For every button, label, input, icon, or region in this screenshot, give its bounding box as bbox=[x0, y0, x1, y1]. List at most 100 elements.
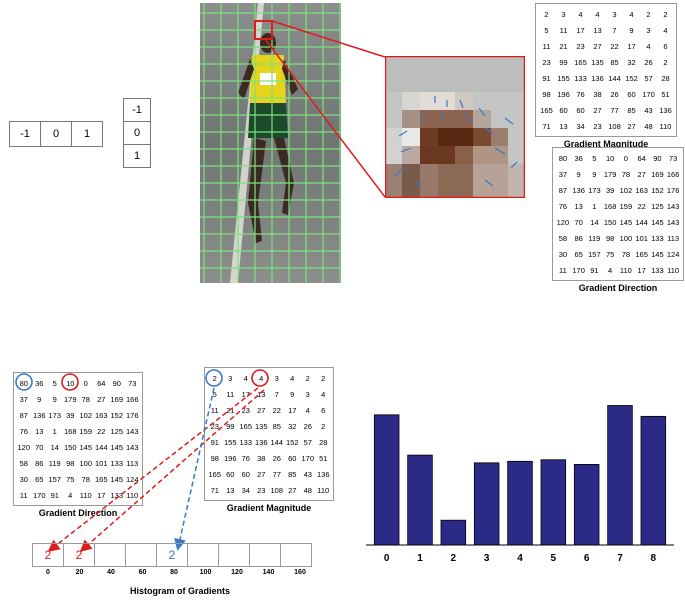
kernel-cell: -1 bbox=[123, 98, 151, 122]
matrix-cell: 32 bbox=[627, 57, 636, 67]
bin-label: 0 bbox=[46, 569, 50, 576]
matrix-cell: 145 bbox=[79, 442, 92, 452]
direction-caption: Gradient Direction bbox=[578, 283, 658, 293]
matrix-cell: 85 bbox=[288, 469, 297, 479]
matrix-cell: 34 bbox=[241, 485, 250, 495]
matrix-cell: 170 bbox=[642, 89, 655, 99]
matrix-cell: 98 bbox=[542, 89, 551, 99]
matrix-cell: 17 bbox=[97, 490, 106, 500]
matrix-cell: 2 bbox=[646, 9, 651, 19]
matrix-cell: 14 bbox=[50, 442, 59, 452]
matrix-cell: 91 bbox=[50, 490, 59, 500]
direction-caption: Gradient Direction bbox=[38, 508, 118, 518]
matrix-cell: 136 bbox=[572, 185, 585, 195]
matrix-cell: 13 bbox=[574, 201, 583, 211]
bar bbox=[440, 519, 467, 546]
matrix-cell: 136 bbox=[32, 410, 46, 420]
matrix-cell: 70 bbox=[35, 442, 44, 452]
bar bbox=[607, 405, 633, 546]
matrix-cell: 11 bbox=[558, 265, 567, 275]
bar bbox=[507, 460, 533, 546]
matrix-cell: 176 bbox=[125, 410, 139, 420]
tick-label: 3 bbox=[484, 553, 490, 564]
matrix-cell: 125 bbox=[110, 426, 123, 436]
matrix-cell: 165 bbox=[574, 57, 587, 67]
matrix-cell: 60 bbox=[226, 469, 235, 479]
matrix-cell: 23 bbox=[576, 41, 585, 51]
bar bbox=[573, 464, 600, 546]
matrix-cell: 4 bbox=[578, 9, 583, 19]
matrix-cell: 166 bbox=[666, 169, 680, 179]
kernel-cell: -1 bbox=[9, 121, 41, 147]
bin-label: 80 bbox=[170, 569, 178, 576]
matrix-cell: 157 bbox=[48, 474, 61, 484]
matrix-cell: 34 bbox=[576, 121, 585, 131]
histogram-bin bbox=[218, 543, 250, 567]
histogram-bin: 2 bbox=[156, 543, 188, 567]
matrix-cell: 144 bbox=[270, 437, 283, 447]
matrix-cell: 3 bbox=[228, 373, 233, 383]
matrix-cell: 30 bbox=[558, 249, 568, 259]
direction-panel-top: 80 36 5 10 0 64 90 73 37 9 9 179 78 27 169 166 87 136 173 3… bbox=[552, 147, 684, 293]
matrix-cell: 91 bbox=[542, 73, 551, 83]
matrix-cell: 4 bbox=[290, 373, 295, 383]
matrix-cell: 165 bbox=[208, 469, 221, 479]
matrix-cell: 11 bbox=[559, 25, 568, 35]
matrix-cell: 90 bbox=[653, 153, 662, 163]
matrix-cell: 144 bbox=[608, 73, 621, 83]
matrix-cell: 3 bbox=[561, 9, 566, 19]
tick-label: 0 bbox=[384, 553, 390, 564]
matrix-cell: 110 bbox=[317, 485, 330, 495]
matrix-cell: 28 bbox=[661, 73, 670, 83]
matrix-cell: 23 bbox=[257, 485, 266, 495]
matrix-cell: 51 bbox=[319, 453, 328, 463]
matrix-cell: 0 bbox=[623, 153, 628, 163]
matrix-cell: 165 bbox=[94, 474, 108, 484]
tick-label: 4 bbox=[517, 553, 523, 564]
matrix-cell: 90 bbox=[112, 378, 121, 388]
matrix-cell: 168 bbox=[603, 201, 617, 211]
kernel-cell: 1 bbox=[71, 121, 103, 147]
matrix-cell: 145 bbox=[651, 217, 664, 227]
matrix-cell: 5 bbox=[52, 378, 57, 388]
magnitude-matrix: 2344342251117137934112123272217462399165… bbox=[204, 367, 334, 501]
matrix-cell: 78 bbox=[81, 394, 90, 404]
matrix-cell: 9 bbox=[576, 169, 581, 179]
matrix-cell: 145 bbox=[110, 442, 123, 452]
matrix-cell: 78 bbox=[621, 169, 631, 179]
matrix-cell: 100 bbox=[619, 233, 633, 243]
matrix-cell: 23 bbox=[593, 121, 602, 131]
matrix-cell: 27 bbox=[637, 169, 646, 179]
matrix-cell: 165 bbox=[540, 105, 553, 115]
matrix-cell: 6 bbox=[663, 41, 668, 51]
matrix-cell: 13 bbox=[257, 389, 266, 399]
matrix-cell: 11 bbox=[542, 41, 551, 51]
matrix-cell: 22 bbox=[637, 201, 646, 211]
matrix-cell: 133 bbox=[239, 437, 252, 447]
matrix-cell: 110 bbox=[619, 265, 632, 275]
matrix-cell: 113 bbox=[126, 458, 139, 468]
matrix-cell: 17 bbox=[576, 25, 585, 35]
direction-highlight-blue bbox=[15, 373, 33, 391]
matrix-cell: 23 bbox=[210, 421, 219, 431]
matrix-cell: 124 bbox=[666, 249, 680, 259]
matrix-cell: 135 bbox=[254, 421, 268, 431]
matrix-cell: 150 bbox=[603, 217, 617, 227]
matrix-cell: 58 bbox=[558, 233, 568, 243]
matrix-cell: 75 bbox=[66, 474, 75, 484]
histogram-caption: Histogram of Gradients bbox=[130, 586, 231, 596]
matrix-cell: 4 bbox=[663, 25, 668, 35]
matrix-cell: 101 bbox=[94, 458, 108, 468]
direction-matrix: 80 36 5 10 0 64 90 73 37 9 9 179 78 27 169 166 87 136 173 3… bbox=[552, 147, 684, 281]
matrix-cell: 179 bbox=[603, 169, 617, 179]
tick-label: 1 bbox=[417, 553, 423, 564]
matrix-cell: 113 bbox=[667, 233, 680, 243]
histogram-bin bbox=[125, 543, 157, 567]
matrix-cell: 91 bbox=[590, 265, 599, 275]
red-vote-arrow-2 bbox=[79, 389, 265, 552]
magnitude-caption: Gradient Magnitude bbox=[226, 503, 312, 513]
matrix-cell: 5 bbox=[544, 25, 549, 35]
matrix-cell: 2 bbox=[663, 57, 668, 67]
direction-panel-bottom: 80 36 5 10 0 64 90 73 37 9 9 179 78 27 169 166 87 136 173 3… bbox=[13, 372, 143, 518]
